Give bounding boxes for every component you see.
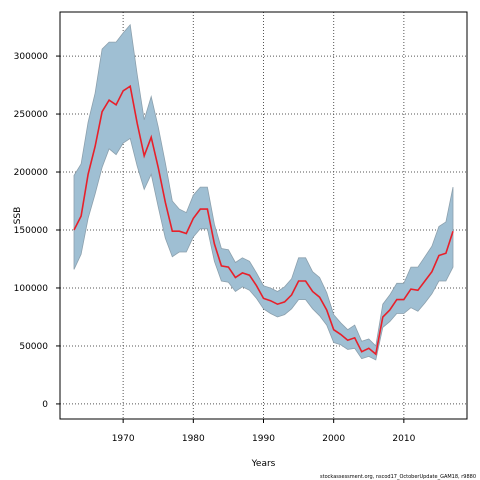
footer-credit: stockassessment.org, nscod17_OctoberUpda…	[320, 474, 476, 480]
confidence-band	[73, 23, 454, 361]
x-axis-ticks: 1970 1980 1990 2000 2010	[112, 419, 416, 444]
ssb-estimate-line	[73, 84, 454, 356]
y-axis-label: SSB	[13, 207, 23, 225]
x-tick-label: 1990	[252, 434, 275, 444]
y-tick-label: 200000	[14, 168, 49, 178]
x-axis-label: Years	[251, 459, 276, 469]
y-tick-label: 0	[42, 400, 48, 410]
x-tick-label: 1980	[182, 434, 205, 444]
y-tick-label: 300000	[14, 52, 49, 62]
y-tick-label: 50000	[19, 342, 48, 352]
y-axis-ticks: 0 50000 100000 150000 200000 250000 300000	[14, 52, 60, 410]
x-tick-label: 2010	[392, 434, 415, 444]
y-tick-label: 100000	[14, 284, 49, 294]
y-tick-label: 250000	[14, 110, 49, 120]
x-tick-label: 1970	[112, 434, 135, 444]
x-tick-label: 2000	[322, 434, 345, 444]
y-tick-label: 150000	[14, 226, 49, 236]
